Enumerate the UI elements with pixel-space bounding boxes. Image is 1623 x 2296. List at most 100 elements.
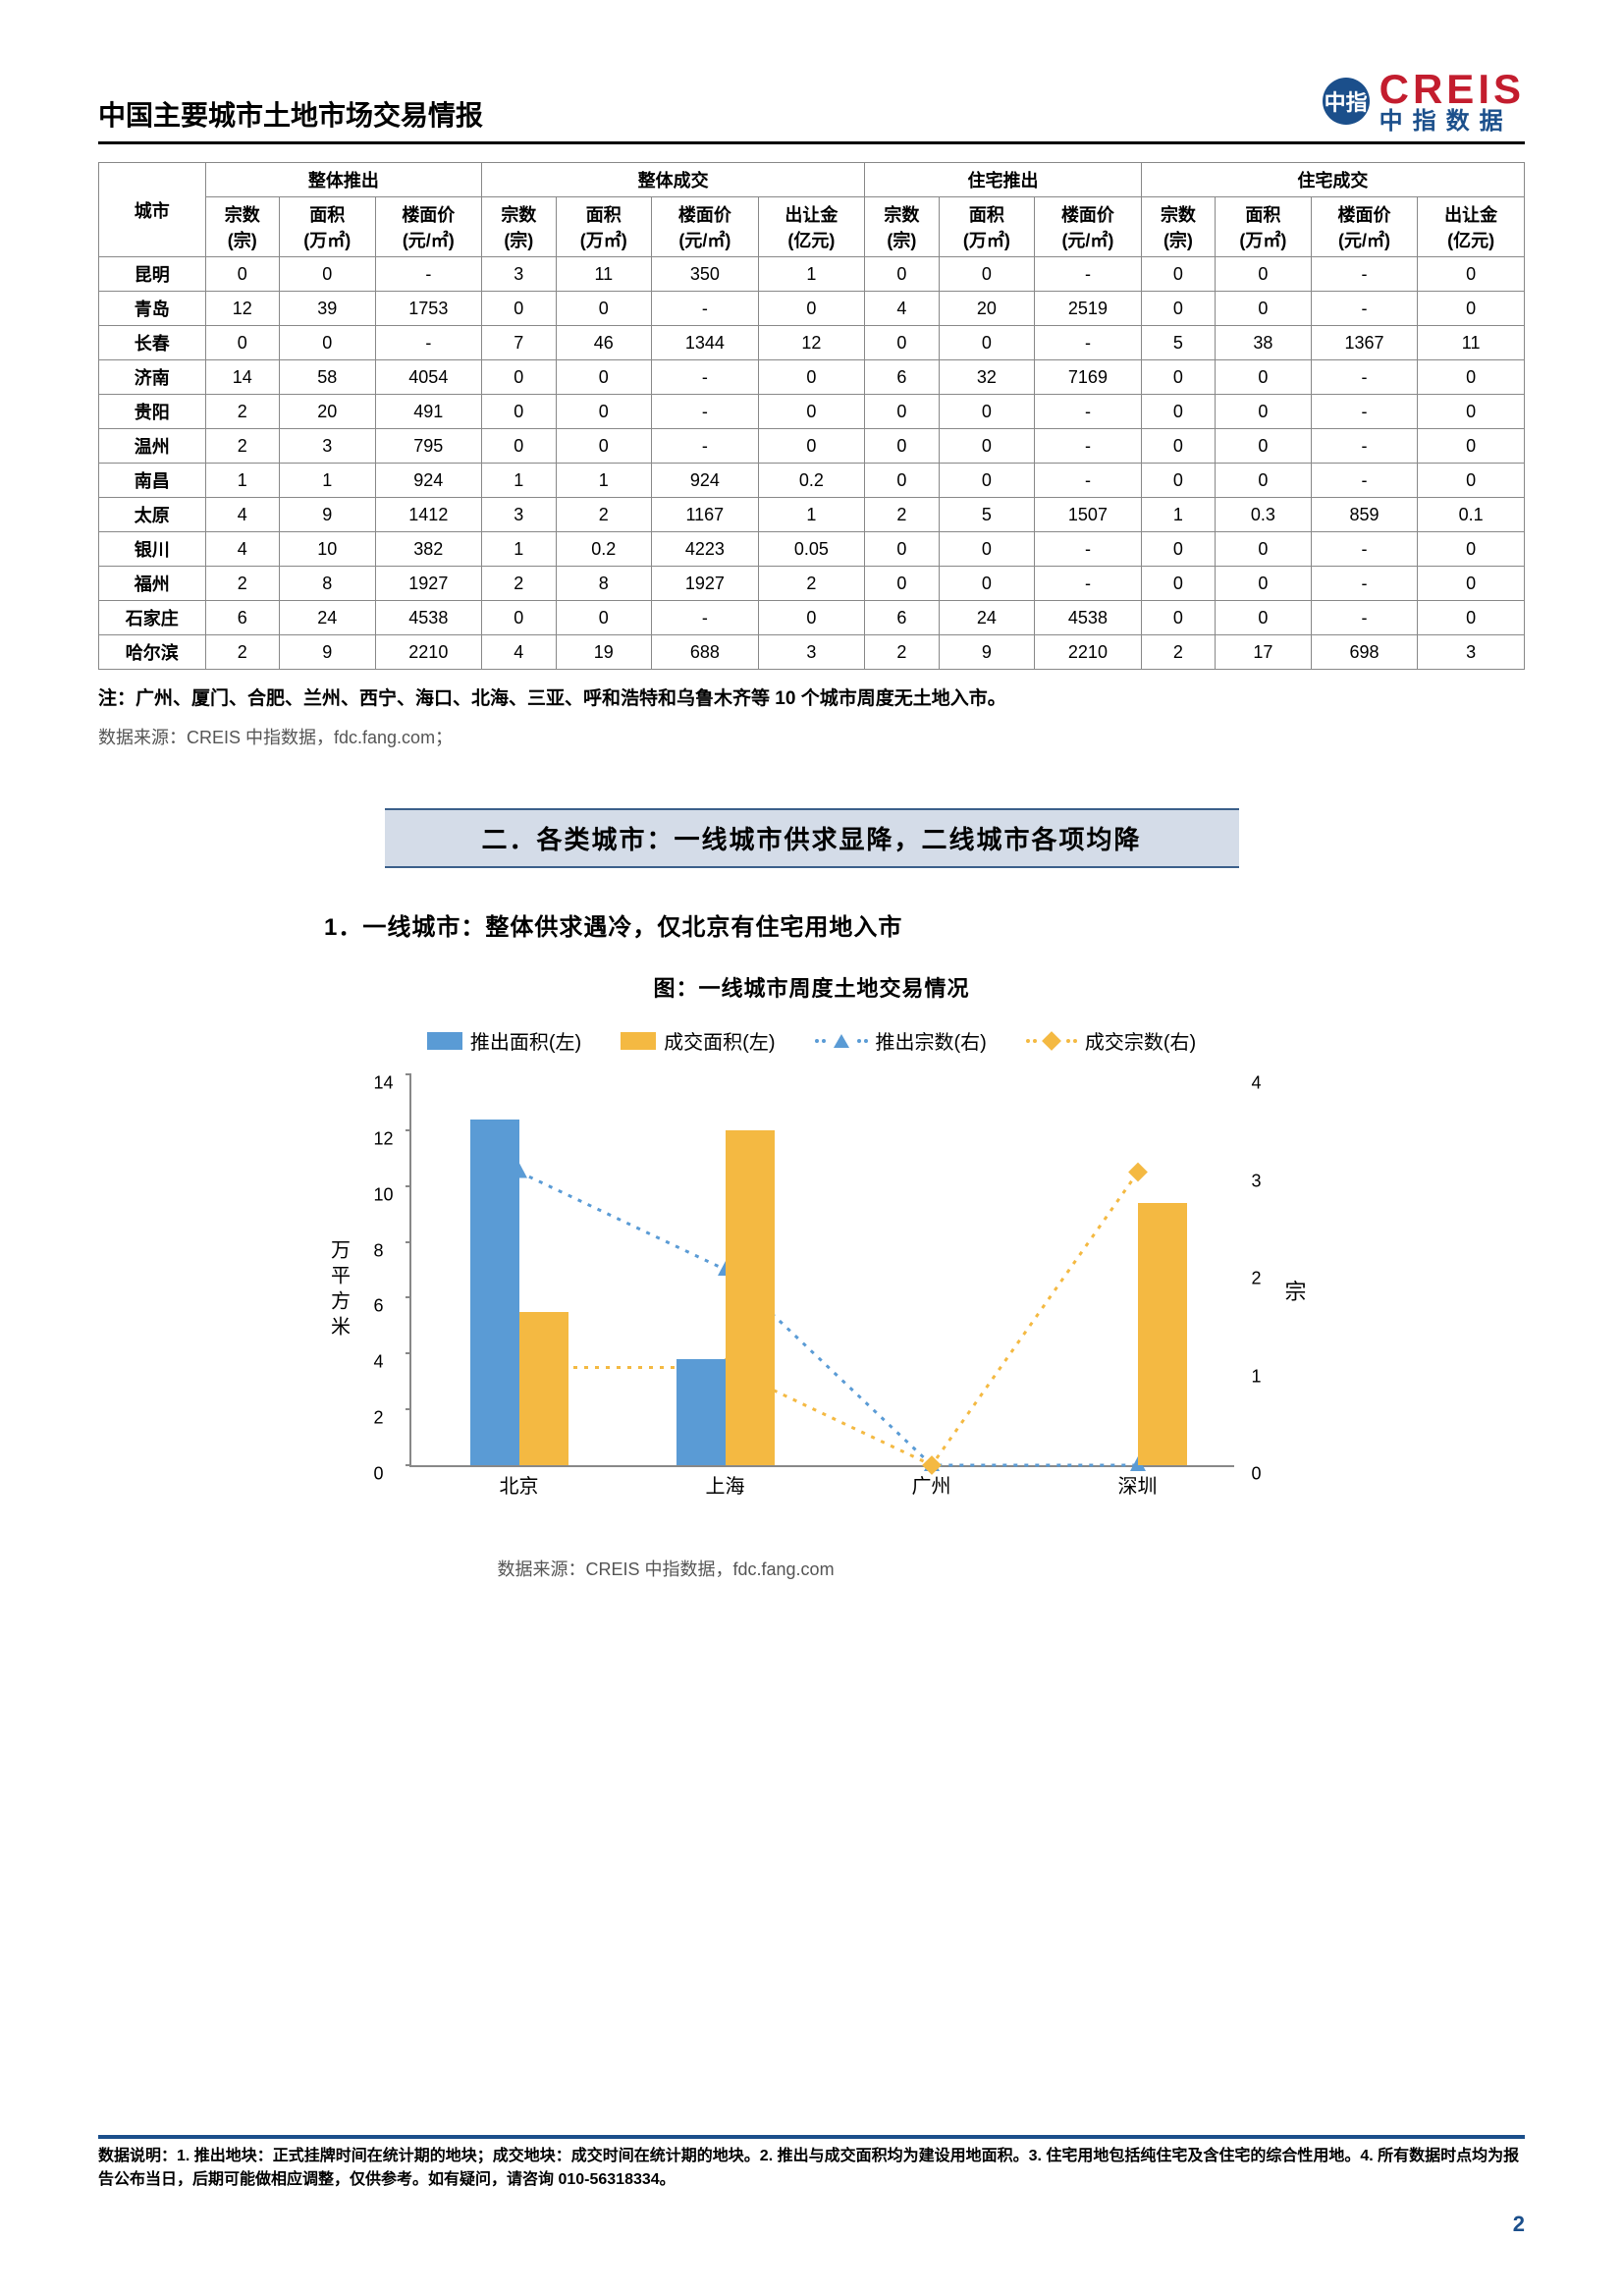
table-cell: 382 (375, 532, 482, 567)
col-city: 城市 (99, 163, 206, 257)
bar-blue (676, 1359, 726, 1465)
table-cell: 2 (205, 395, 279, 429)
table-cell: 0 (1216, 429, 1312, 464)
col-sub: 楼面价(元/㎡) (1035, 197, 1142, 257)
ytick-right: 3 (1251, 1171, 1261, 1191)
table-cell: 698 (1311, 635, 1418, 670)
legend-label: 成交宗数(右) (1085, 1026, 1196, 1055)
table-cell: - (1035, 429, 1142, 464)
table-cell: 0 (1216, 257, 1312, 292)
y-axis-right-label: 宗 (1284, 1275, 1306, 1306)
table-cell: 4538 (375, 601, 482, 635)
table-cell: 4 (865, 292, 939, 326)
table-cell: 4538 (1035, 601, 1142, 635)
ytick-right: 4 (1251, 1073, 1261, 1094)
table-cell: 0 (556, 292, 652, 326)
table-cell: 4 (205, 532, 279, 567)
table-cell: 0 (939, 532, 1035, 567)
table-cell: 6 (865, 360, 939, 395)
table-cell: - (1035, 395, 1142, 429)
ytick-left: 2 (374, 1408, 384, 1429)
table-cell: 924 (652, 464, 759, 498)
table-cell: 12 (205, 292, 279, 326)
ytick-left: 14 (374, 1073, 394, 1094)
table-cell: 2 (205, 567, 279, 601)
table-cell: 0 (1216, 464, 1312, 498)
table-cell: 0 (1141, 601, 1215, 635)
table-cell: 7 (482, 326, 556, 360)
table-cell: 491 (375, 395, 482, 429)
table-cell: 0 (1141, 292, 1215, 326)
table-cell: 4054 (375, 360, 482, 395)
table-cell: 1344 (652, 326, 759, 360)
legend-bar-yellow: 成交面积(左) (621, 1026, 775, 1055)
table-cell: - (1035, 532, 1142, 567)
table-cell: 0 (939, 429, 1035, 464)
table-cell: 0 (939, 257, 1035, 292)
legend-line-orange: 成交宗数(右) (1026, 1026, 1196, 1055)
section-band: 二．各类城市：一线城市供求显降，二线城市各项均降 (385, 808, 1239, 868)
table-cell: - (1311, 292, 1418, 326)
legend-line-blue: 推出宗数(右) (815, 1026, 987, 1055)
table-cell: 南昌 (99, 464, 206, 498)
table-cell: - (652, 292, 759, 326)
footer-text: 数据说明：1. 推出地块：正式挂牌时间在统计期的地块；成交地块：成交时间在统计期… (98, 2145, 1525, 2192)
table-cell: 0 (1141, 429, 1215, 464)
table-cell: 10 (280, 532, 376, 567)
plot-area: 0246810121401234北京上海广州深圳 (409, 1074, 1234, 1467)
table-cell: 11 (1418, 326, 1525, 360)
table-cell: 0 (1418, 464, 1525, 498)
table-cell: 0 (556, 395, 652, 429)
table-cell: 福州 (99, 567, 206, 601)
table-cell: 0 (865, 532, 939, 567)
land-market-table: 城市 整体推出 整体成交 住宅推出 住宅成交 宗数(宗)面积(万㎡)楼面价(元/… (98, 162, 1525, 670)
table-cell: 0 (556, 601, 652, 635)
logo-sub: 中指数据 (1380, 110, 1525, 134)
dots-orange-icon (1066, 1039, 1077, 1043)
table-note: 注：广州、厦门、合肥、兰州、西宁、海口、北海、三亚、呼和浩特和乌鲁木齐等 10 … (98, 683, 1525, 710)
table-cell: 24 (280, 601, 376, 635)
table-cell: 3 (482, 257, 556, 292)
logo-badge-icon: 中指 (1323, 78, 1370, 125)
col-sub: 出让金(亿元) (1418, 197, 1525, 257)
table-body: 昆明00-311350100-00-0青岛1239175300-04202519… (99, 257, 1525, 670)
creis-logo: 中指 CREIS 中指数据 (1323, 69, 1525, 134)
bar-blue (470, 1120, 519, 1466)
table-cell: - (1311, 601, 1418, 635)
table-cell: 0 (556, 429, 652, 464)
col-sub: 面积(万㎡) (1216, 197, 1312, 257)
table-cell: 1927 (375, 567, 482, 601)
table-cell: 4 (205, 498, 279, 532)
col-sub: 宗数(宗) (482, 197, 556, 257)
group-overall-deal: 整体成交 (482, 163, 865, 197)
page-number: 2 (98, 2212, 1525, 2237)
ytick-left: 8 (374, 1240, 384, 1261)
table-cell: 8 (556, 567, 652, 601)
chart-title: 图：一线城市周度土地交易情况 (98, 971, 1525, 1003)
table-cell: 2 (482, 567, 556, 601)
col-sub: 面积(万㎡) (556, 197, 652, 257)
bar-yellow (726, 1130, 775, 1465)
col-sub: 宗数(宗) (205, 197, 279, 257)
table-cell: 350 (652, 257, 759, 292)
table-cell: 0 (280, 326, 376, 360)
table-cell: 2 (758, 567, 865, 601)
table-cell: 2 (556, 498, 652, 532)
table-cell: 济南 (99, 360, 206, 395)
table-cell: 0 (1418, 567, 1525, 601)
table-cell: 32 (939, 360, 1035, 395)
table-cell: - (1311, 464, 1418, 498)
x-category: 深圳 (1118, 1470, 1158, 1499)
table-cell: 0 (939, 567, 1035, 601)
table-cell: 0 (1216, 395, 1312, 429)
table-row: 太原491412321167125150710.38590.1 (99, 498, 1525, 532)
table-cell: - (652, 395, 759, 429)
table-cell: 0 (1216, 532, 1312, 567)
chart-legend: 推出面积(左) 成交面积(左) 推出宗数(右) 成交宗数(右) (321, 1026, 1303, 1055)
table-cell: 0 (482, 429, 556, 464)
chart-source: 数据来源：CREIS 中指数据，fdc.fang.com (498, 1556, 1303, 1581)
table-cell: 0 (1216, 360, 1312, 395)
table-cell: 0 (1418, 257, 1525, 292)
table-cell: 1 (1141, 498, 1215, 532)
ytick-right: 1 (1251, 1366, 1261, 1387)
